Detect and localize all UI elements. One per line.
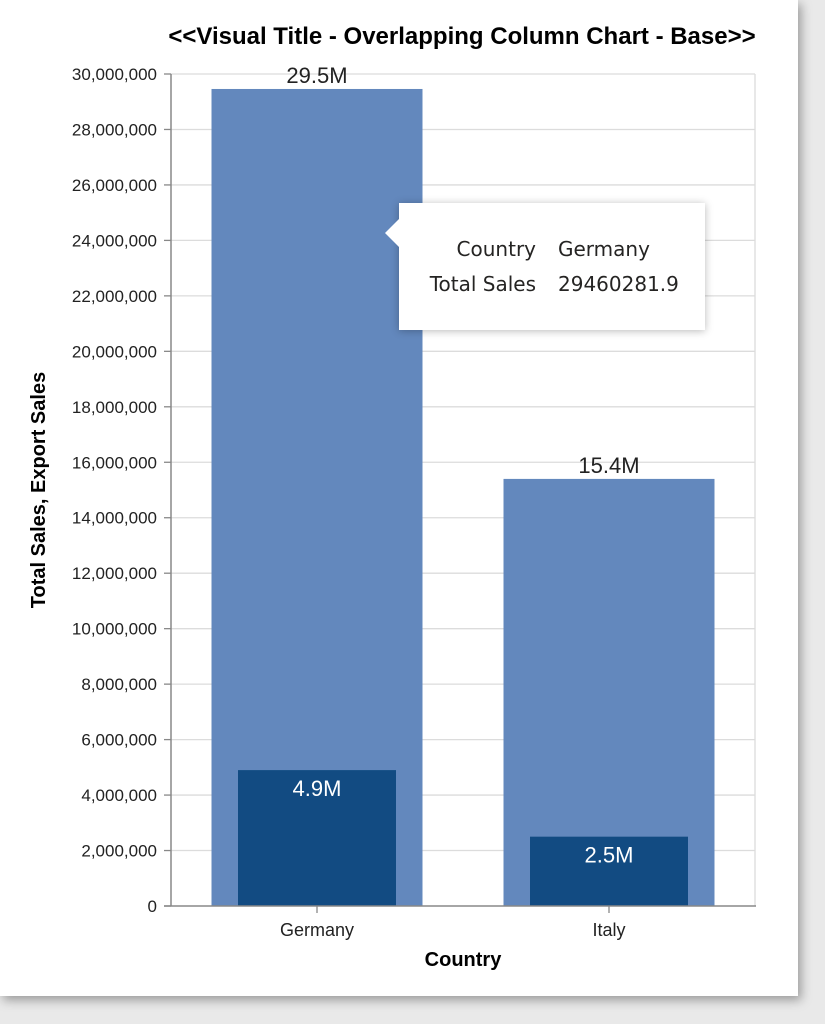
data-tooltip: Country Germany Total Sales 29460281.9 (385, 203, 705, 330)
chart-title: <<Visual Title - Overlapping Column Char… (168, 23, 755, 50)
y-tick-label: 20,000,000 (72, 342, 157, 361)
tooltip-key: Total Sales (429, 272, 536, 296)
x-tick-label: Germany (280, 920, 354, 940)
tooltip-row-total-sales: Total Sales 29460281.9 (399, 272, 705, 302)
y-tick-label: 26,000,000 (72, 176, 157, 195)
y-tick-label: 16,000,000 (72, 453, 157, 472)
y-tick-label: 0 (148, 897, 157, 916)
bar-italy-series-2 (530, 836, 688, 906)
y-tick-label: 2,000,000 (81, 842, 157, 861)
tooltip-row-country: Country Germany (399, 237, 705, 267)
y-tick-label: 10,000,000 (72, 620, 157, 639)
x-tick-label: Italy (592, 920, 625, 940)
y-tick-label: 6,000,000 (81, 731, 157, 750)
axes: 0 2,000,000 4,000,000 6,000,000 8,000,000 10,… (72, 65, 756, 940)
data-label: 2.5M (585, 843, 634, 868)
x-axis-title: Country (425, 949, 503, 971)
tooltip-key: Country (456, 237, 536, 261)
bar-italy-series-1 (503, 478, 715, 906)
y-tick-label: 22,000,000 (72, 287, 157, 306)
overlapping-column-chart: <<Visual Title - Overlapping Column Char… (28, 23, 756, 971)
tooltip-value: Germany (558, 237, 650, 261)
y-tick-label: 18,000,000 (72, 398, 157, 417)
y-tick-label: 28,000,000 (72, 120, 157, 139)
y-tick-label: 24,000,000 (72, 231, 157, 250)
data-label: 15.4M (578, 453, 639, 478)
data-label: 29.5M (286, 63, 347, 88)
bar-germany-series-2 (238, 770, 396, 906)
y-tick-label: 8,000,000 (81, 675, 157, 694)
y-tick-label: 4,000,000 (81, 786, 157, 805)
y-tick-label: 14,000,000 (72, 509, 157, 528)
chart-card: <<Visual Title - Overlapping Column Char… (0, 0, 798, 996)
tooltip-value: 29460281.9 (558, 272, 679, 296)
y-tick-label: 12,000,000 (72, 564, 157, 583)
y-axis-title: Total Sales, Export Sales (28, 372, 50, 608)
y-tick-label: 30,000,000 (72, 65, 157, 84)
bars: 29.5M 15.4M 4.9M 2.5M (211, 63, 715, 906)
data-label: 4.9M (293, 776, 342, 801)
